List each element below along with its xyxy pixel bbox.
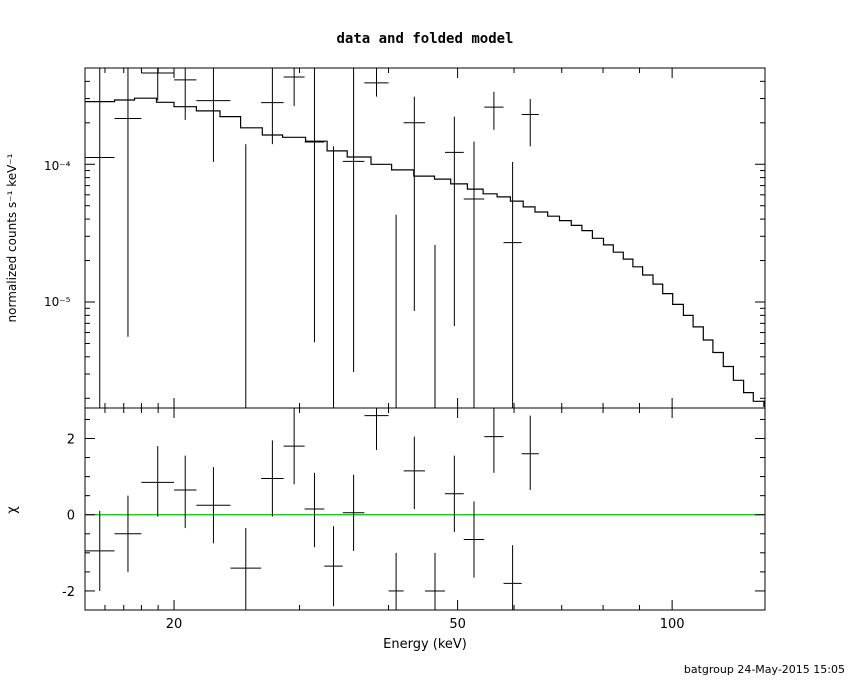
x-tick-labels: 20 50 100 [166, 617, 685, 632]
x-axis-label: Energy (keV) [383, 637, 467, 652]
residual-panel: -2 0 2 χ [5, 407, 766, 611]
x-tick-label: 20 [166, 617, 183, 632]
y-tick-label-1e-4: 10⁻⁴ [44, 159, 71, 173]
residual-data-points [85, 408, 539, 610]
spectrum-ticks [84, 67, 765, 408]
residual-frame [84, 407, 766, 611]
spectrum-data-points [85, 68, 539, 409]
y-axis-label-counts: normalized counts s⁻¹ keV⁻¹ [5, 153, 19, 322]
y-tick-label: -2 [62, 585, 75, 600]
y-tick-label: 0 [67, 509, 75, 524]
x-tick-label: 50 [449, 617, 466, 632]
folded-model-line [85, 97, 765, 407]
y-tick-label-1e-5: 10⁻⁵ [44, 295, 71, 309]
residual-y-tick-labels: -2 0 2 [62, 432, 75, 599]
x-tick-label: 100 [660, 617, 685, 632]
chart-title: data and folded model [336, 31, 513, 47]
y-axis-label-chi: χ [5, 506, 20, 514]
residual-ticks [84, 408, 765, 611]
y-tick-label: 2 [67, 432, 75, 447]
footer-timestamp: batgroup 24-May-2015 15:05 [684, 663, 845, 676]
spectrum-panel: 10⁻⁴ 10⁻⁵ normalized counts s⁻¹ keV⁻¹ [5, 67, 766, 409]
spectrum-frame [84, 67, 766, 409]
